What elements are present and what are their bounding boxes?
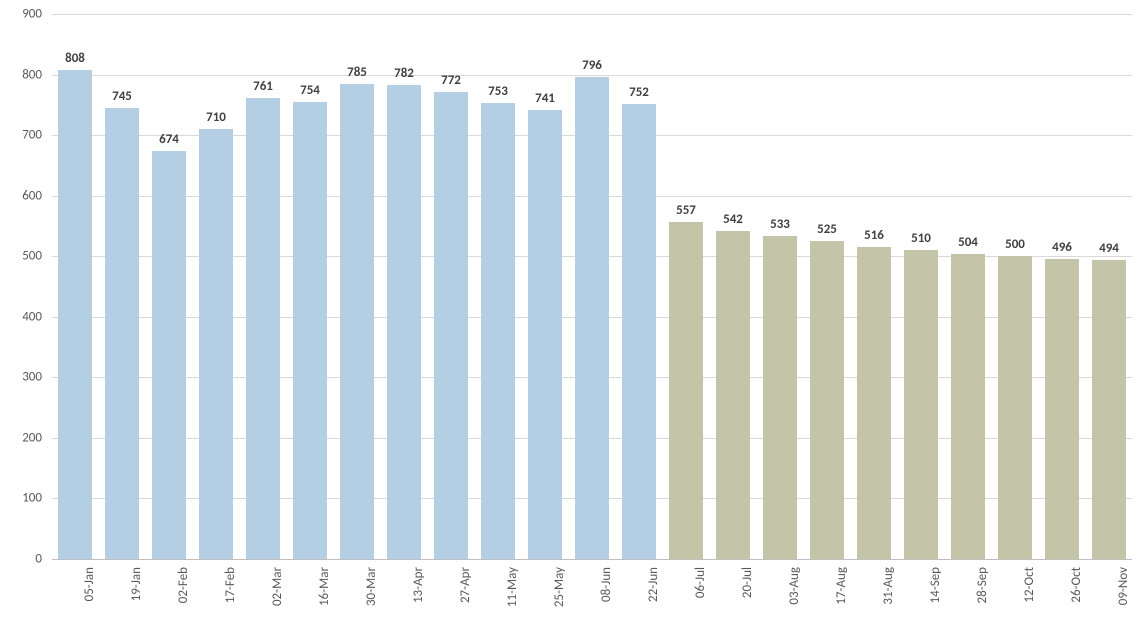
plot-area: 808 745 674 710 761 754 785 782 772 753 741 796 752 5…: [52, 14, 1132, 559]
x-tick-label: 26-Oct: [1069, 567, 1084, 617]
bar-value-label: 510: [911, 231, 931, 246]
y-tick-label: 400: [0, 309, 42, 324]
x-tick-label: 02-Feb: [176, 567, 191, 617]
bar-value-label: 542: [723, 212, 743, 227]
bar-value-label: 753: [488, 84, 508, 99]
x-tick-label: 14-Sep: [928, 567, 943, 617]
bar: [481, 103, 515, 559]
bar: [528, 110, 562, 559]
y-tick-label: 700: [0, 128, 42, 143]
gridline: [52, 75, 1132, 76]
x-tick-label: 20-Jul: [740, 567, 755, 617]
bar-value-label: 710: [206, 110, 226, 125]
gridline: [52, 14, 1132, 15]
bar-value-label: 525: [817, 222, 837, 237]
bar-value-label: 754: [300, 83, 320, 98]
bar-value-label: 494: [1099, 241, 1119, 256]
bar-value-label: 516: [864, 228, 884, 243]
x-tick-label: 28-Sep: [975, 567, 990, 617]
bar: [1045, 259, 1079, 559]
bar: [575, 77, 609, 559]
y-tick-label: 800: [0, 67, 42, 82]
bar-value-label: 772: [441, 73, 461, 88]
x-tick-label: 27-Apr: [458, 567, 473, 617]
y-tick-label: 100: [0, 491, 42, 506]
x-tick-label: 17-Aug: [834, 567, 849, 617]
x-tick-label: 30-Mar: [364, 567, 379, 617]
bar: [152, 151, 186, 559]
bar: [434, 92, 468, 559]
bar: [246, 98, 280, 559]
bar: [857, 247, 891, 559]
bar: [58, 70, 92, 559]
bar-value-label: 496: [1052, 240, 1072, 255]
x-tick-label: 19-Jan: [129, 567, 144, 617]
bar-value-label: 752: [629, 85, 649, 100]
bar: [387, 85, 421, 559]
x-tick-label: 12-Oct: [1022, 567, 1037, 617]
y-tick-label: 900: [0, 7, 42, 22]
x-tick-label: 08-Jun: [599, 567, 614, 617]
x-tick-label: 17-Feb: [223, 567, 238, 617]
x-tick-label: 22-Jun: [646, 567, 661, 617]
y-tick-label: 600: [0, 188, 42, 203]
bar: [951, 254, 985, 559]
y-tick-label: 0: [0, 552, 42, 567]
bar: [199, 129, 233, 559]
bar: [810, 241, 844, 559]
gridline: [52, 559, 1132, 560]
x-tick-label: 13-Apr: [411, 567, 426, 617]
bar-value-label: 808: [65, 51, 85, 66]
x-tick-label: 03-Aug: [787, 567, 802, 617]
x-tick-label: 06-Jul: [693, 567, 708, 617]
bar-value-label: 741: [535, 91, 555, 106]
bar-value-label: 785: [347, 65, 367, 80]
bar-value-label: 674: [159, 132, 179, 147]
bar: [716, 231, 750, 559]
bar-value-label: 557: [676, 203, 696, 218]
bar: [669, 222, 703, 559]
x-tick-label: 31-Aug: [881, 567, 896, 617]
x-tick-label: 16-Mar: [317, 567, 332, 617]
bar-value-label: 796: [582, 58, 602, 73]
bar: [763, 236, 797, 559]
bar: [622, 104, 656, 559]
bar: [1092, 260, 1126, 559]
y-tick-label: 200: [0, 430, 42, 445]
x-tick-label: 02-Mar: [270, 567, 285, 617]
x-tick-label: 11-May: [505, 567, 520, 617]
bar: [293, 102, 327, 559]
bar: [105, 108, 139, 559]
y-tick-label: 500: [0, 249, 42, 264]
bar-chart: 808 745 674 710 761 754 785 782 772 753 741 796 752 5…: [0, 0, 1144, 634]
bar-value-label: 533: [770, 217, 790, 232]
y-tick-label: 300: [0, 370, 42, 385]
bar-value-label: 782: [394, 66, 414, 81]
bar: [904, 250, 938, 559]
bar: [340, 84, 374, 559]
bar: [998, 256, 1032, 559]
bar-value-label: 745: [112, 89, 132, 104]
bar-value-label: 761: [253, 79, 273, 94]
bar-value-label: 500: [1005, 237, 1025, 252]
x-tick-label: 05-Jan: [82, 567, 97, 617]
x-tick-label: 25-May: [552, 567, 567, 617]
x-tick-label: 09-Nov: [1116, 567, 1131, 617]
bar-value-label: 504: [958, 235, 978, 250]
